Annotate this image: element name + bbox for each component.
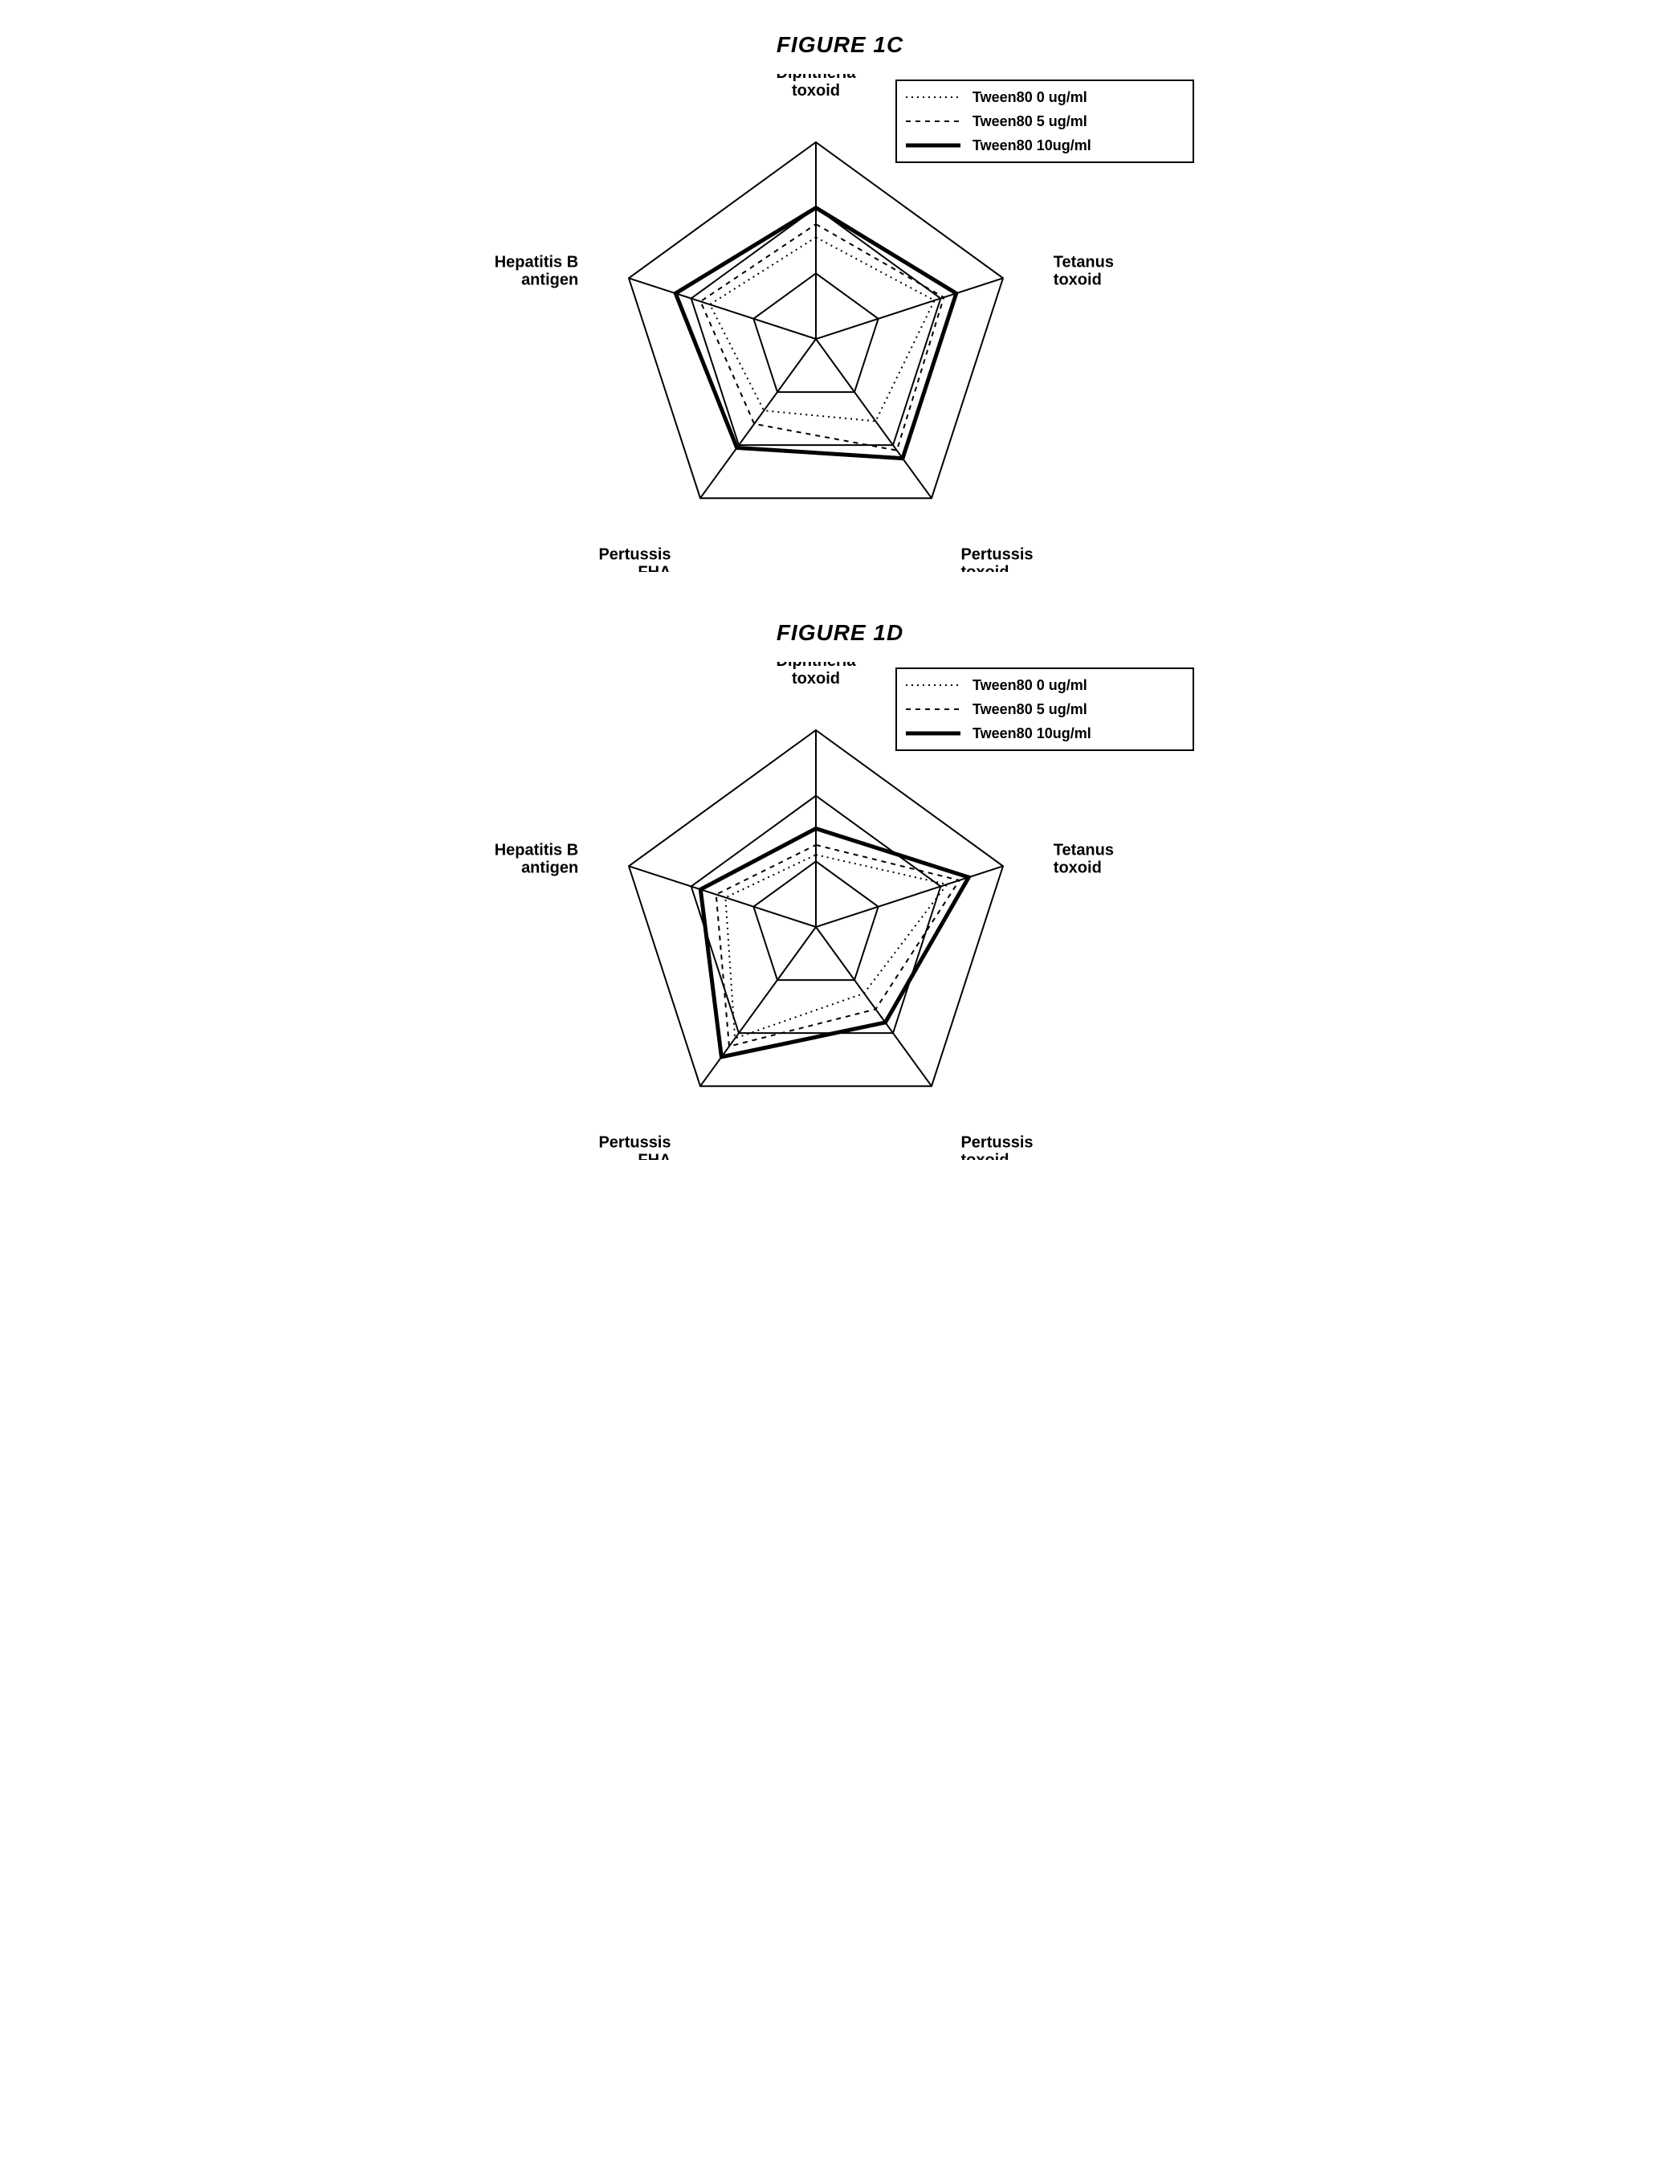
axis-label: Diphtheriatoxoid [777,662,857,688]
axis-label: Diphtheriatoxoid [777,74,857,100]
radar-series [725,855,947,1039]
axis-label: Pertussistoxoid [960,1134,1033,1160]
figure-1d-title: FIGURE 1D [32,620,1648,646]
figure-1c-title: FIGURE 1C [32,32,1648,58]
figure-1d-block: FIGURE 1D Diphtheriatoxoid Tetanustoxoid P… [32,620,1648,1160]
radar-series [710,237,935,421]
radar-series [700,829,968,1057]
radar-chart-1c: Diphtheriatoxoid Tetanustoxoid Pertussisto… [479,74,1201,572]
radar-spoke [629,866,816,927]
axis-label: Hepatitis Bantigen [495,841,578,876]
axis-label: Pertussistoxoid [960,546,1033,572]
figure-1c-chart: Diphtheriatoxoid Tetanustoxoid Pertussisto… [479,74,1201,572]
radar-chart-1d: Diphtheriatoxoid Tetanustoxoid Pertussisto… [479,662,1201,1160]
radar-spoke [816,278,1003,339]
legend-label: Tween80 5 ug/ml [973,113,1087,129]
axis-label: Tetanustoxoid [1054,841,1114,876]
radar-spoke [700,927,816,1086]
axis-label: Tetanustoxoid [1054,253,1114,288]
legend-label: Tween80 0 ug/ml [973,677,1087,693]
axis-label: Hepatitis Bantigen [495,253,578,288]
figure-1d-chart: Diphtheriatoxoid Tetanustoxoid Pertussisto… [479,662,1201,1160]
legend-label: Tween80 5 ug/ml [973,701,1087,717]
legend-label: Tween80 0 ug/ml [973,89,1087,105]
axis-label: PertussisFHA [598,546,671,572]
radar-spoke [629,278,816,339]
axis-label: PertussisFHA [598,1134,671,1160]
legend-label: Tween80 10ug/ml [973,137,1091,153]
figure-1c-block: FIGURE 1C Diphtheriatoxoid Tetanustoxoid P… [32,32,1648,572]
radar-series [716,845,960,1047]
radar-spoke [700,339,816,498]
legend-label: Tween80 10ug/ml [973,725,1091,741]
